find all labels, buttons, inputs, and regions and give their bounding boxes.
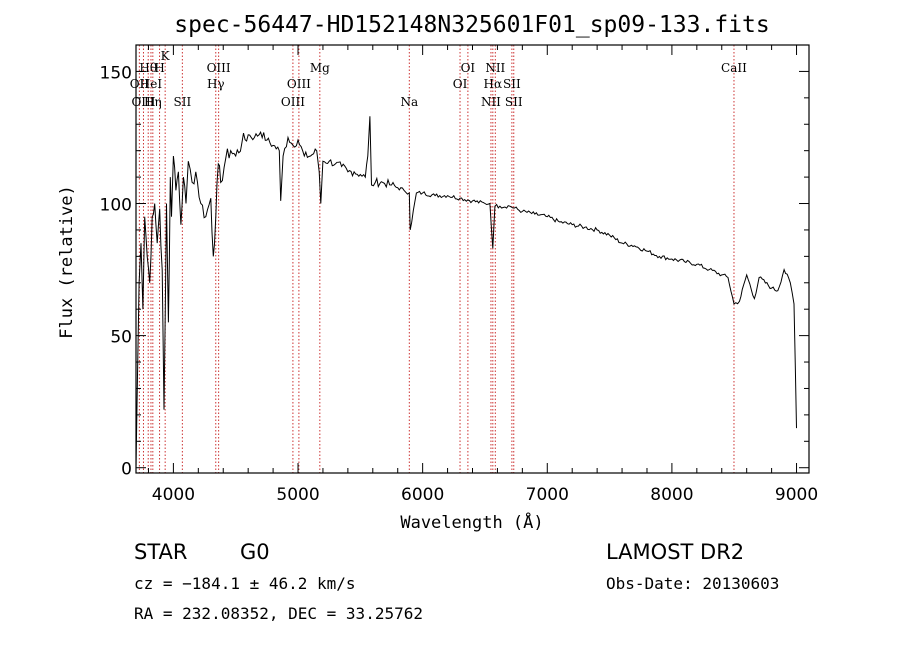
y-tick-label: 150 [100, 63, 132, 83]
y-tick-label: 100 [100, 196, 132, 216]
line-label-5: H [154, 61, 164, 75]
line-label-9: Hγ [207, 77, 225, 91]
line-label-11: OIII [281, 95, 305, 109]
chart-title: spec-56447-HD152148N325601F01_sp09-133.f… [174, 12, 769, 38]
line-label-15: OI [453, 77, 468, 91]
x-axis-ticks: 4000 5000 6000 7000 8000 9000 [147, 45, 818, 505]
object-class: STAR [134, 540, 187, 564]
line-label-7: SII [174, 95, 192, 109]
y-tick-label: 50 [110, 328, 132, 348]
y-axis-ticks: 0 50 100 150 [100, 44, 809, 480]
line-label-19: NII [481, 95, 501, 109]
line-label-14: OI [461, 61, 476, 75]
line-label-4: Hη [144, 95, 162, 109]
y-axis-label: Flux (relative) [57, 185, 77, 339]
line-label-3: OIII [131, 95, 155, 109]
line-label-2: HeI [140, 77, 163, 91]
line-label-18: SII [503, 77, 521, 91]
line-label-10: OIII [287, 77, 311, 91]
line-label-13: Na [400, 95, 418, 109]
x-axis-label: Wavelength (Å) [400, 511, 543, 533]
line-label-20: SII [505, 95, 523, 109]
x-tick-label: 8000 [650, 485, 693, 505]
line-label-8: OIII [207, 61, 231, 75]
line-label-1: OII [130, 77, 150, 91]
spectral-line-markers [138, 45, 735, 473]
line-label-6: K [161, 49, 171, 63]
obs-date: Obs-Date: 20130603 [606, 574, 779, 593]
spectrum-line [135, 116, 797, 468]
object-subclass: G0 [240, 540, 270, 564]
line-label-21: CaII [721, 61, 747, 75]
x-tick-label: 6000 [401, 485, 444, 505]
x-tick-label: 5000 [276, 485, 319, 505]
line-label-16: NII [485, 61, 505, 75]
x-tick-label: 7000 [526, 485, 569, 505]
line-label-12: Mg [310, 61, 330, 75]
plot-frame [135, 44, 810, 474]
coordinates: RA = 232.08352, DEC = 33.25762 [134, 604, 423, 623]
x-tick-label: 9000 [775, 485, 818, 505]
redshift-readout: cz = −184.1 ± 46.2 km/s [134, 574, 356, 593]
y-tick-label: 0 [121, 460, 132, 480]
survey-name: LAMOST DR2 [606, 540, 744, 564]
line-label-17: Hα [484, 77, 503, 91]
x-tick-label: 4000 [152, 485, 195, 505]
